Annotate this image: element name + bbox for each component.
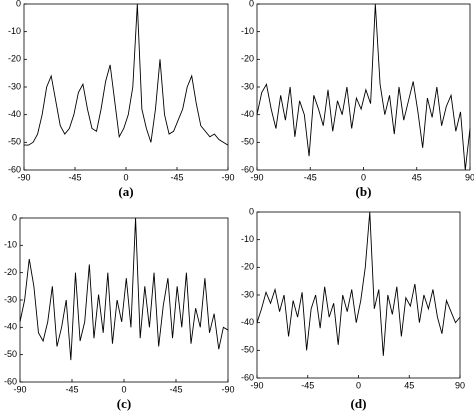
caption: (c) [117,396,131,411]
y-tick-label: -10 [8,26,21,36]
y-tick-label: -20 [241,262,254,272]
y-tick-label: -50 [241,137,254,147]
y-tick-label: -20 [241,54,254,64]
x-tick-label: -90 [221,172,234,182]
y-tick-label: -20 [8,54,21,64]
data-line [24,3,229,146]
y-tick-label: -40 [241,109,254,119]
y-tick-label: 0 [12,212,17,222]
x-tick-label: 0 [123,172,128,182]
x-tick-label: -45 [170,172,183,182]
x-tick-label: 90 [465,172,474,182]
x-tick-label: 0 [361,172,366,182]
x-tick-label: 45 [404,380,414,390]
plot-frame [256,211,461,379]
y-tick-label: 0 [16,0,21,8]
y-tick-label: -30 [241,289,254,299]
x-tick-label: -45 [68,172,81,182]
plot-frame [256,3,471,171]
y-tick-label: 0 [249,0,254,8]
caption: (b) [356,184,372,199]
x-tick-label: -45 [65,384,78,394]
y-tick-label: -60 [241,164,254,174]
data-line [19,217,229,361]
x-tick-label: -90 [17,172,30,182]
x-tick-label: -90 [250,172,263,182]
x-tick-label: -45 [304,172,317,182]
x-tick-label: 45 [412,172,422,182]
data-line [256,3,471,171]
y-tick-label: -10 [241,234,254,244]
y-tick-label: -40 [241,317,254,327]
x-tick-label: -45 [301,380,314,390]
x-tick-label: -90 [221,384,234,394]
y-tick-label: -10 [241,26,254,36]
x-tick-label: -90 [13,384,26,394]
x-tick-label: 0 [356,380,361,390]
y-tick-label: -30 [241,81,254,91]
x-tick-label: -45 [169,384,182,394]
y-tick-label: -30 [4,294,17,304]
y-tick-label: -60 [241,372,254,382]
x-tick-label: 90 [455,380,465,390]
y-tick-label: -60 [8,164,21,174]
caption: (a) [118,184,133,199]
y-tick-label: 0 [249,206,254,216]
y-tick-label: -30 [8,81,21,91]
y-tick-label: -50 [8,137,21,147]
y-tick-label: -40 [4,322,17,332]
data-line [256,211,461,356]
y-tick-label: -20 [4,267,17,277]
y-tick-label: -50 [241,345,254,355]
plot-frame [23,3,229,171]
y-tick-label: -10 [4,240,17,250]
x-tick-label: 0 [121,384,126,394]
y-tick-label: -40 [8,109,21,119]
y-tick-label: -50 [4,349,17,359]
x-tick-label: -90 [250,380,263,390]
y-tick-label: -60 [4,376,17,386]
caption: (d) [351,396,367,411]
